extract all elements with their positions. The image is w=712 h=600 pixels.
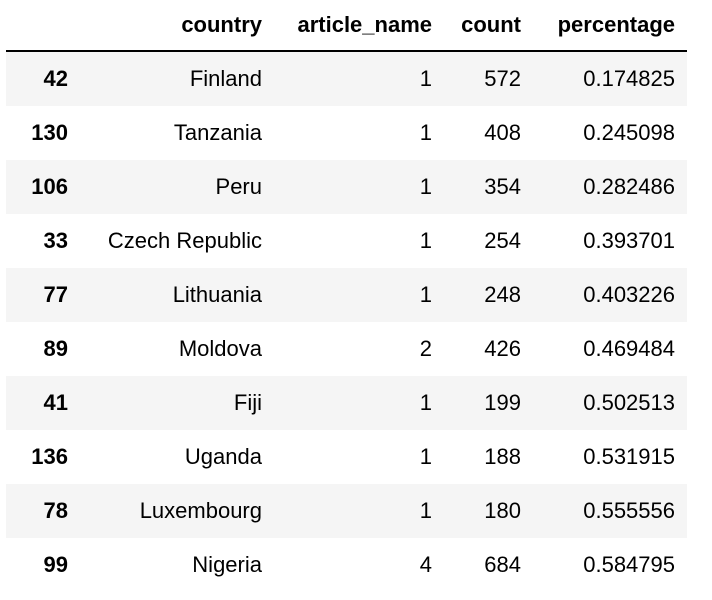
table-row: 77 Lithuania 1 248 0.403226 — [6, 268, 687, 322]
table-row: 136 Uganda 1 188 0.531915 — [6, 430, 687, 484]
cell-percentage: 0.469484 — [583, 336, 675, 361]
row-index: 136 — [31, 444, 68, 469]
header-country: country — [80, 0, 274, 52]
cell-article-name: 4 — [419, 552, 432, 577]
cell-count: 426 — [484, 336, 521, 361]
cell-percentage: 0.174825 — [583, 66, 675, 91]
table-row: 33 Czech Republic 1 254 0.393701 — [6, 214, 687, 268]
cell-country: Peru — [215, 174, 262, 199]
header-count: count — [444, 0, 533, 52]
cell-country: Fiji — [233, 390, 262, 415]
cell-article-name: 1 — [419, 174, 432, 199]
row-index: 78 — [43, 498, 68, 523]
cell-count: 572 — [484, 66, 521, 91]
row-index: 130 — [31, 120, 68, 145]
cell-article-name: 2 — [419, 336, 432, 361]
row-index: 99 — [43, 552, 68, 577]
table-header: country article_name count percentage — [6, 0, 687, 52]
cell-percentage: 0.282486 — [583, 174, 675, 199]
header-index — [6, 0, 80, 52]
cell-count: 408 — [484, 120, 521, 145]
row-index: 33 — [43, 228, 68, 253]
cell-article-name: 1 — [419, 282, 432, 307]
table-row: 99 Nigeria 4 684 0.584795 — [6, 538, 687, 592]
cell-percentage: 0.584795 — [583, 552, 675, 577]
cell-percentage: 0.502513 — [583, 390, 675, 415]
cell-percentage: 0.393701 — [583, 228, 675, 253]
cell-country: Czech Republic — [107, 228, 262, 253]
cell-country: Lithuania — [172, 282, 262, 307]
cell-article-name: 1 — [419, 390, 432, 415]
table-row: 130 Tanzania 1 408 0.245098 — [6, 106, 687, 160]
row-index: 41 — [43, 390, 68, 415]
table-row: 42 Finland 1 572 0.174825 — [6, 51, 687, 106]
cell-country: Luxembourg — [139, 498, 262, 523]
cell-article-name: 1 — [419, 444, 432, 469]
table-body: 42 Finland 1 572 0.174825 130 Tanzania 1… — [6, 51, 687, 592]
cell-count: 248 — [484, 282, 521, 307]
row-index: 89 — [43, 336, 68, 361]
cell-country: Nigeria — [192, 552, 262, 577]
cell-article-name: 1 — [419, 228, 432, 253]
row-index: 77 — [43, 282, 68, 307]
cell-count: 180 — [484, 498, 521, 523]
cell-count: 254 — [484, 228, 521, 253]
header-percentage: percentage — [533, 0, 687, 52]
cell-count: 684 — [484, 552, 521, 577]
cell-article-name: 1 — [419, 66, 432, 91]
table-row: 89 Moldova 2 426 0.469484 — [6, 322, 687, 376]
cell-count: 199 — [484, 390, 521, 415]
table-row: 78 Luxembourg 1 180 0.555556 — [6, 484, 687, 538]
cell-count: 188 — [484, 444, 521, 469]
cell-article-name: 1 — [419, 120, 432, 145]
row-index: 106 — [31, 174, 68, 199]
cell-percentage: 0.403226 — [583, 282, 675, 307]
table-row: 106 Peru 1 354 0.282486 — [6, 160, 687, 214]
cell-count: 354 — [484, 174, 521, 199]
row-index: 42 — [43, 66, 68, 91]
header-article-name: article_name — [274, 0, 444, 52]
cell-percentage: 0.531915 — [583, 444, 675, 469]
cell-country: Tanzania — [173, 120, 262, 145]
cell-article-name: 1 — [419, 498, 432, 523]
cell-country: Finland — [189, 66, 262, 91]
cell-percentage: 0.555556 — [583, 498, 675, 523]
cell-percentage: 0.245098 — [583, 120, 675, 145]
cell-country: Moldova — [178, 336, 262, 361]
table-row: 41 Fiji 1 199 0.502513 — [6, 376, 687, 430]
cell-country: Uganda — [184, 444, 262, 469]
header-row: country article_name count percentage — [6, 0, 687, 52]
dataframe-table: country article_name count percentage 42… — [6, 0, 687, 592]
